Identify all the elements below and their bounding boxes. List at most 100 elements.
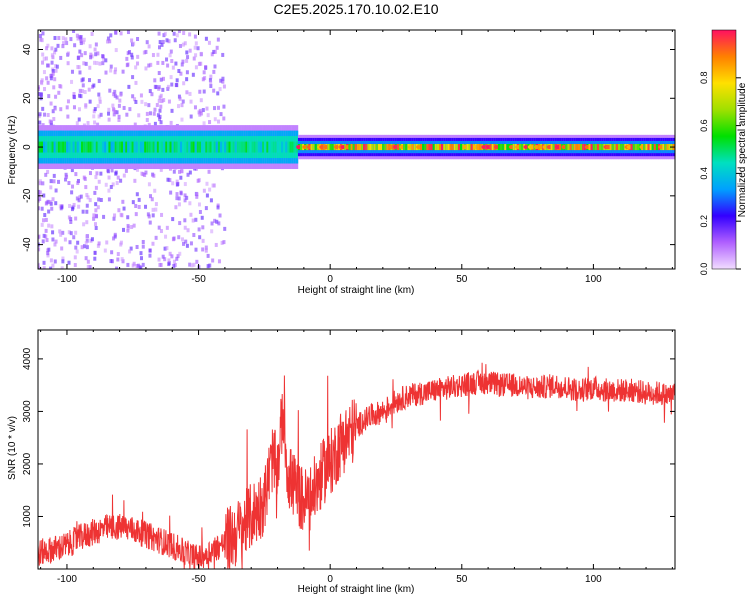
spectrogram-cell [52,173,56,178]
spectrogram-cell [204,206,208,211]
spectrogram-cell [222,141,225,153]
spectrogram-cell [204,36,208,41]
spectrogram-cell [157,257,161,262]
spectrogram-cell [197,202,201,207]
spectrogram-cell [177,30,181,34]
spectrogram-cell [47,94,51,99]
spectrogram-cell [194,41,198,46]
spectrogram-cell [197,227,201,232]
spectrogram-cell [97,179,101,184]
spectrogram-cell [180,62,184,67]
spectrogram-cell [168,251,172,256]
spectrogram-cell [168,178,172,183]
spectrogram-cell [44,234,48,239]
spectrogram-cell [72,30,76,33]
spectrogram-cell [127,141,130,153]
spectrogram-cell [300,144,303,151]
spectrogram-cell [158,45,162,50]
spectrogram-cell [194,65,198,70]
spectrogram-cell [157,98,161,103]
spectrogram-cell [205,106,209,111]
spectrogram-cell [596,144,600,151]
spectrogram-cell [177,235,181,240]
spectrogram-cell [53,242,57,247]
spectrogram-cell [60,246,64,251]
spectrogram-cell [107,197,111,202]
spectrogram-cell [109,185,113,190]
spectrogram-cell [281,141,284,153]
spectrogram-cell [51,230,55,235]
spectrogram-cell [241,141,244,153]
spectrogram-cell [215,141,219,153]
spectrogram-cell [232,141,236,153]
spectrogram-cell [289,141,292,153]
spectrogram-cell [38,262,40,267]
spectrogram-cell [59,141,63,153]
spectrogram-cell [155,103,159,108]
spectrogram-cell [206,113,210,118]
spectrogram-cell [52,179,56,184]
spectrogram-cell [85,192,89,197]
spectrogram-cell [38,179,42,184]
spectrogram-cell [217,221,221,226]
spectrogram-cell [81,40,85,45]
spectrogram-cell [59,55,63,60]
spectrogram-cell [107,188,111,193]
spectrogram-cell [119,240,123,245]
spectrogram-cell [85,220,89,225]
spectrogram-cell [70,168,74,173]
spectrogram-cell [588,144,591,151]
spectrogram-cell [201,108,205,113]
spectrogram-cell [166,63,170,68]
spectrogram-cell [175,196,179,201]
spectrogram-cell [77,204,81,209]
spectrogram-cell [215,219,219,224]
spectrogram-cell [147,182,151,187]
spectrogram-cell [96,104,100,109]
spectrogram-cell [188,141,191,153]
spectrogram-cell [217,141,221,153]
spectrogram-cell [171,65,175,70]
spectrogram-cell [95,61,99,66]
spectrogram-cell [80,245,84,250]
spectrogram-cell [636,144,640,151]
spectrogram-cell [173,263,177,268]
spectrogram-cell [139,251,143,256]
spectrogram-cell [160,99,164,104]
spectrogram-cell [57,36,61,41]
spectrogram-cell [285,141,288,153]
spectrogram-cell [64,141,67,153]
spectrogram-cell [356,144,360,151]
spectrogram-cell [93,60,97,65]
spectrogram-cell [44,201,48,206]
spectrogram-cell [396,144,400,151]
spectrogram-cell [86,259,90,264]
spectrogram-cell [83,90,87,95]
spectrogram-cell [139,93,143,98]
spectrogram-cell [165,57,169,62]
spectrogram-cell [157,225,161,230]
spectrogram-cell [135,244,139,249]
spectrogram-cell [174,205,178,210]
spectrogram-cell [125,112,129,117]
spectrogram-cell [178,96,182,101]
spectrogram-cell [41,106,45,111]
spectrogram-cell [88,198,92,203]
spectrogram-cell [382,144,385,151]
spectrogram-cell [144,102,148,107]
spectrogram-cell [212,49,216,54]
spectrogram-cell [191,72,195,77]
spectrogram-cell [141,244,145,249]
spectrogram-cell [76,141,80,153]
spectrogram-cell [634,144,638,151]
spectrogram-cell [61,36,65,41]
spectrogram-cell [93,250,97,255]
spectrogram-y-tick-label: 40 [22,44,33,56]
spectrogram-cell [188,91,192,96]
spectrogram-cell [67,230,71,235]
spectrogram-cell [169,120,173,125]
spectrogram-cell [441,144,444,151]
spectrogram-cell [88,78,92,83]
spectrogram-cell [53,35,57,40]
spectrogram-cell [247,141,250,153]
